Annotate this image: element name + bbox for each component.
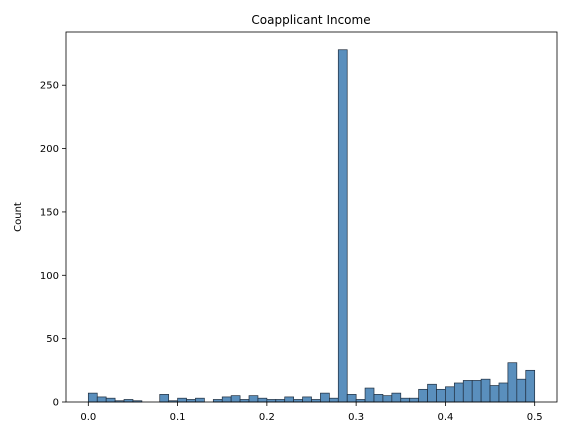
histogram-bar: [373, 394, 384, 403]
histogram-bar: [516, 378, 527, 403]
histogram-bar: [409, 397, 419, 403]
histogram-bar: [427, 383, 437, 403]
histogram-bar: [418, 388, 428, 403]
histogram-bar: [105, 397, 116, 403]
x-tick-label: 0.4: [437, 412, 453, 423]
x-tick-label: 0.0: [80, 412, 96, 423]
histogram-bar: [498, 382, 509, 403]
x-tick-label: 0.3: [348, 412, 364, 423]
histogram-bar: [436, 388, 446, 403]
histogram-bar: [400, 397, 411, 403]
histogram-bar: [364, 387, 375, 403]
histogram-bar: [489, 385, 500, 403]
y-tick-label: 150: [40, 207, 59, 218]
histogram-bar: [221, 396, 232, 403]
x-tick-label: 0.5: [527, 412, 543, 423]
histogram-bar: [382, 395, 393, 403]
y-tick-label: 0: [53, 398, 59, 409]
histogram-bar: [391, 392, 402, 403]
chart-title: Coapplicant Income: [251, 13, 370, 27]
histogram-bar: [302, 396, 312, 403]
x-tick-label: 0.2: [259, 412, 275, 423]
histogram-bar: [507, 362, 518, 403]
y-axis-label: Count: [13, 202, 24, 232]
histogram-bar: [96, 396, 107, 403]
histogram-bar: [462, 380, 473, 403]
histogram-bar: [320, 392, 330, 403]
histogram-bar: [525, 369, 536, 403]
x-tick-label: 0.1: [170, 412, 186, 423]
y-tick-label: 250: [40, 81, 59, 92]
histogram-bar: [87, 392, 98, 403]
y-axis-ticks: 0 50 100 150 200 250: [40, 81, 66, 409]
histogram-bar: [471, 380, 482, 403]
y-tick-label: 50: [46, 334, 59, 345]
histogram-bar: [346, 394, 357, 403]
y-tick-label: 100: [40, 271, 59, 282]
histogram-bar: [329, 397, 339, 403]
histogram-bar: [257, 397, 268, 403]
histogram-bar: [284, 396, 294, 403]
histogram-bar: [445, 386, 455, 403]
histogram-bar: [453, 382, 464, 403]
x-axis-ticks: 0.0 0.1 0.2 0.3 0.4 0.5: [80, 402, 543, 423]
histogram-bar: [159, 394, 170, 403]
histogram-bar: [337, 49, 348, 403]
y-tick-label: 200: [40, 144, 59, 155]
histogram-bar: [195, 397, 205, 403]
histogram-bars: [87, 49, 536, 403]
histogram-bar: [230, 395, 241, 403]
histogram-bar: [480, 378, 491, 403]
axes-frame: [65, 31, 558, 403]
histogram-bar: [248, 395, 259, 403]
histogram-bar: [177, 397, 187, 403]
